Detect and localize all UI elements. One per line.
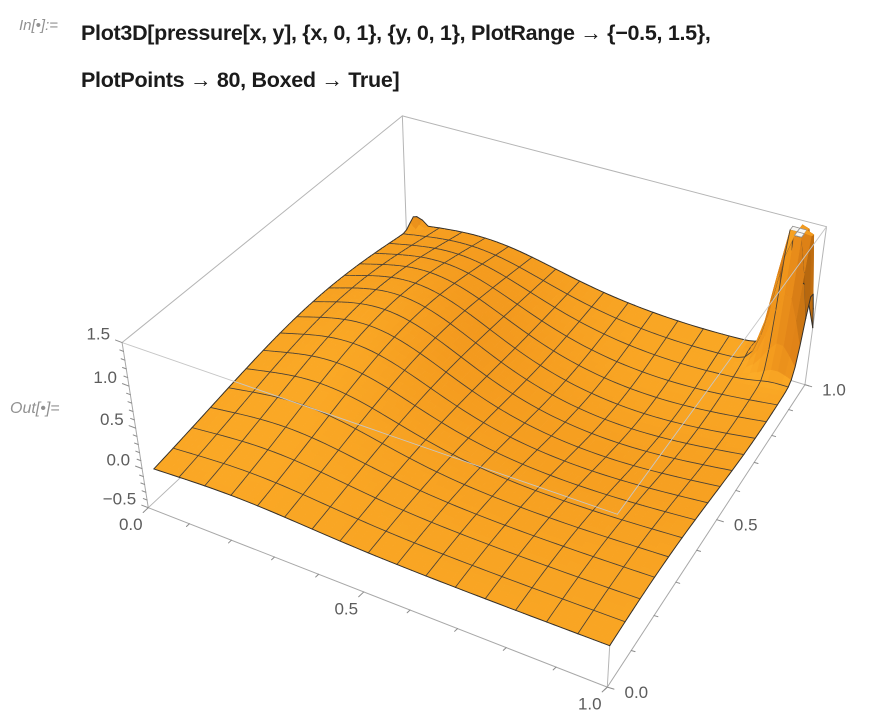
code-line-1[interactable]: Plot3D[pressure[x, y], {x, 0, 1}, {y, 0,…	[81, 21, 711, 45]
z-axis-tick-label: −0.5	[103, 490, 137, 509]
code-line-2[interactable]: PlotPoints → 80, Boxed → True]	[81, 68, 400, 92]
y-axis-tick-label: 0.0	[624, 683, 648, 702]
y-axis-tick-label: 1.0	[822, 381, 846, 400]
x-axis-tick-label: 0.5	[334, 599, 358, 618]
axis-ticks-labels: 0.0 0.5 1.0 0.0 0.5 1.0 −0.5 0.0 0.5 1.0 1.5	[86, 325, 845, 714]
box-edges-near	[121, 226, 827, 688]
surface-mesh	[153, 216, 815, 647]
z-axis-tick-label: 1.5	[86, 325, 110, 344]
input-cell-label: In[•]:=	[19, 17, 59, 34]
y-axis-tick-label: 0.5	[734, 516, 758, 535]
z-axis-tick-label: 0.0	[106, 451, 130, 470]
output-cell-label: Out[•]=	[10, 400, 60, 417]
input-code[interactable]: Plot3D[pressure[x, y], {x, 0, 1}, {y, 0,…	[81, 10, 711, 104]
x-axis-tick-label: 0.0	[119, 515, 143, 534]
z-axis-tick-label: 0.5	[100, 410, 124, 429]
z-axis-tick-label: 1.0	[93, 368, 117, 387]
x-axis-tick-label: 1.0	[578, 695, 602, 714]
